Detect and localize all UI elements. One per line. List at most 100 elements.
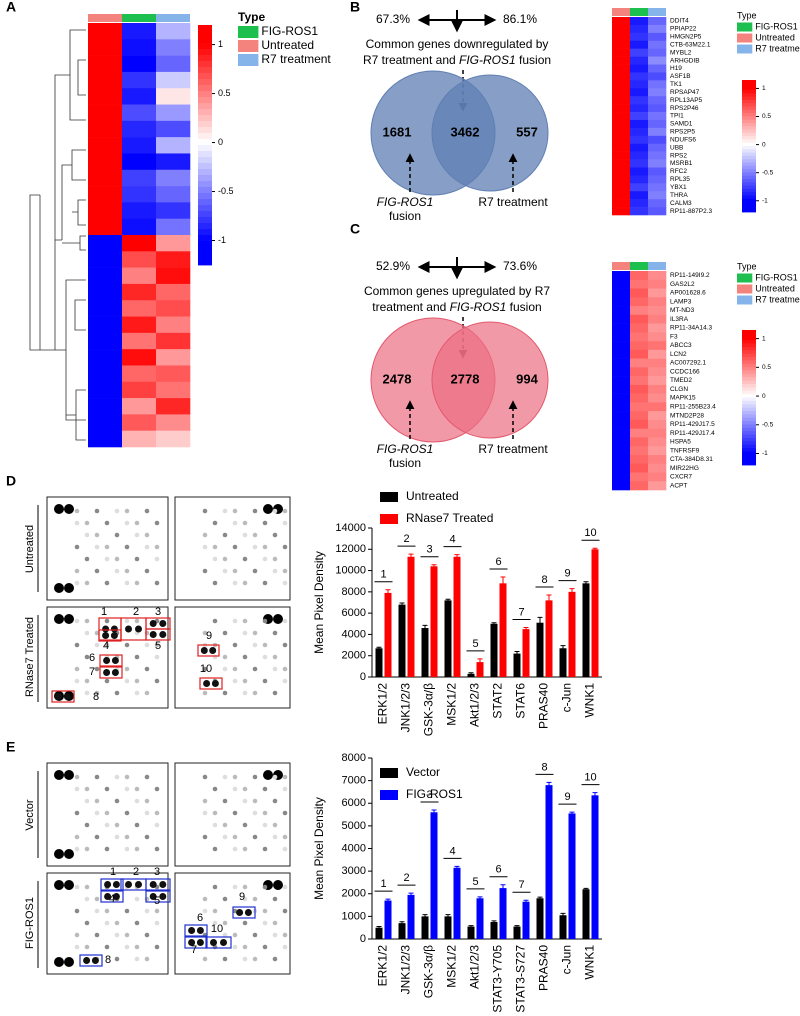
- annotation-bar: [630, 262, 648, 270]
- heatmap-cell: [648, 32, 667, 42]
- blot-spot: [212, 846, 218, 852]
- heatmap-cell: [648, 437, 667, 447]
- blot-spot: [112, 881, 120, 888]
- blot-highlight-box: [99, 666, 123, 679]
- heatmap-cell: [612, 384, 631, 394]
- bar: [444, 916, 452, 939]
- row-label: ABCC3: [670, 342, 692, 349]
- colorbar-segment: [742, 162, 756, 167]
- bar: [430, 566, 438, 677]
- x-tick-label: STAT3-S727: [514, 945, 528, 1013]
- heatmap-cell: [630, 402, 649, 412]
- blot-spot: [154, 642, 160, 648]
- colorbar-segment: [742, 411, 756, 415]
- heatmap-cell: [630, 32, 649, 42]
- blot-spot: [262, 556, 268, 562]
- heatmap-cell: [612, 96, 631, 105]
- heatmap-cell: [122, 71, 157, 89]
- heatmap-cell: [612, 32, 631, 42]
- heatmap-cell: [648, 80, 667, 89]
- colorbar-segment: [198, 223, 212, 230]
- heatmap-cell: [630, 297, 649, 307]
- error-bar: [408, 892, 414, 897]
- colorbar-segment: [742, 434, 756, 439]
- blot-spot: [91, 957, 99, 964]
- blot-spot: [74, 520, 80, 526]
- blot-spot: [64, 849, 74, 859]
- colorbar-segment: [742, 175, 756, 180]
- heatmap-cell: [648, 72, 667, 81]
- blot-spot: [54, 583, 64, 593]
- colorbar-segment: [742, 363, 756, 368]
- colorbar-tick-label: -0.5: [762, 422, 774, 429]
- heatmap-cell: [612, 419, 631, 429]
- y-tick-label: 5000: [342, 820, 366, 832]
- bar: [421, 916, 429, 939]
- blot-frame: [174, 496, 291, 601]
- blot-spot: [282, 884, 288, 890]
- heatmap-cell: [156, 23, 191, 40]
- error-bar: [376, 926, 382, 929]
- heatmap-cell: [648, 96, 667, 105]
- colorbar-segment: [742, 109, 756, 114]
- blot-spot: [134, 520, 140, 526]
- blot-spot: [104, 642, 110, 648]
- blot-spot: [74, 666, 80, 672]
- legend-label: FIG-ROS1: [406, 787, 463, 801]
- blot-spot: [102, 625, 110, 633]
- blot-spot: [94, 544, 100, 550]
- heatmap-cell: [122, 218, 157, 236]
- blot-spot: [159, 881, 167, 888]
- blot-spot: [262, 642, 268, 648]
- blot-spot: [154, 556, 160, 562]
- blot-spot: [232, 580, 238, 586]
- blot-spot: [104, 678, 110, 684]
- heatmap-cell: [648, 446, 667, 456]
- blot-spot: [202, 544, 208, 550]
- colorbar-segment: [198, 181, 212, 188]
- blot-spot: [202, 774, 208, 780]
- row-label: MAPK15: [670, 395, 696, 402]
- blot-spot: [262, 846, 268, 852]
- blot-spot: [272, 508, 278, 514]
- colorbar-segment: [198, 55, 212, 62]
- heatmap-cell: [88, 316, 123, 334]
- error-bar: [445, 598, 451, 602]
- blot-spot: [222, 666, 228, 672]
- blot-spot: [124, 580, 130, 586]
- heatmap-cell: [156, 332, 191, 350]
- heatmap-cell: [612, 175, 631, 184]
- y-tick-label: 0: [360, 933, 366, 945]
- blot-spot: [144, 774, 150, 780]
- heatmap-cell: [156, 267, 191, 285]
- heatmap-cell: [88, 300, 123, 317]
- colorbar-segment: [198, 31, 212, 38]
- row-label: UBB: [670, 144, 683, 151]
- heatmap-cell: [612, 183, 631, 192]
- blot-spot: [282, 932, 288, 938]
- annotation-bar: [648, 8, 666, 16]
- blot-spot: [262, 678, 268, 684]
- bracket-label: 9: [564, 791, 570, 803]
- error-bar: [399, 921, 405, 925]
- blot-spot: [124, 618, 130, 624]
- y-tick-label: 6000: [342, 607, 366, 619]
- blot-spot: [124, 774, 130, 780]
- heatmap-cell: [630, 48, 649, 57]
- heatmap-cell: [648, 358, 667, 368]
- row-label: MIR22HG: [670, 465, 699, 472]
- bar: [591, 795, 599, 939]
- heatmap-cell: [612, 428, 631, 438]
- bar: [453, 867, 461, 939]
- blot-spot: [124, 846, 130, 852]
- blot-spot: [242, 846, 248, 852]
- bar: [582, 889, 590, 939]
- colorbar-segment: [198, 139, 212, 146]
- row-label: AC007292.1: [670, 360, 707, 367]
- bracket-label: 4: [449, 534, 455, 546]
- blot-spot: [222, 690, 228, 696]
- heatmap-cell: [612, 112, 631, 121]
- row-label: TMED2: [670, 377, 692, 384]
- blot-spot: [74, 508, 80, 514]
- error-bar: [569, 811, 575, 815]
